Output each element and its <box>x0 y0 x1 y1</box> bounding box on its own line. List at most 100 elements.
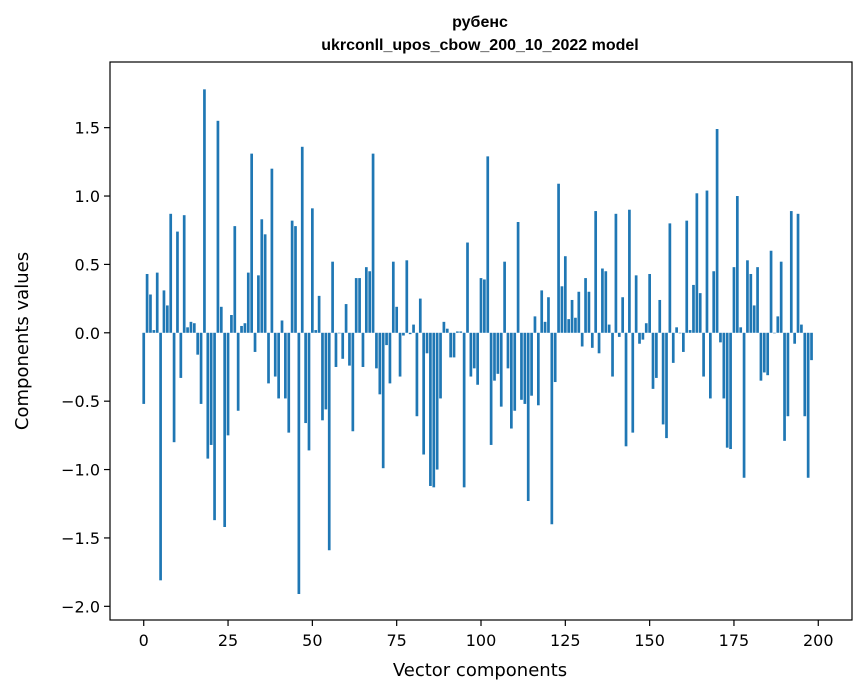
bar <box>459 331 463 333</box>
bar <box>587 291 591 333</box>
bar <box>533 316 537 333</box>
bars-group <box>142 89 813 595</box>
bar <box>149 294 152 333</box>
bar <box>361 332 365 367</box>
bar <box>611 332 614 377</box>
bar <box>233 226 237 333</box>
bar <box>752 305 756 333</box>
bar <box>219 306 223 333</box>
plot-frame <box>109 61 853 621</box>
bar <box>206 332 210 459</box>
bar <box>631 332 635 433</box>
bar <box>553 332 557 383</box>
bar <box>307 332 311 451</box>
bar <box>493 332 496 381</box>
bar <box>216 120 220 333</box>
x-tick-label: 0 <box>139 631 149 650</box>
bar <box>634 275 638 333</box>
bar <box>287 332 291 433</box>
bar <box>324 332 328 410</box>
bar <box>590 332 594 348</box>
bar <box>614 213 618 333</box>
bar <box>199 332 203 404</box>
bar <box>671 332 675 363</box>
bar <box>452 332 456 358</box>
bar <box>651 332 655 389</box>
bar <box>398 332 402 377</box>
bar <box>523 332 527 404</box>
bar <box>145 273 149 333</box>
bar <box>257 275 260 333</box>
y-tick-label: 1.5 <box>75 119 100 138</box>
bar <box>280 320 284 333</box>
bar <box>469 332 473 377</box>
bar <box>567 319 571 333</box>
bar <box>375 332 378 369</box>
bar <box>685 220 689 333</box>
bar <box>648 273 651 333</box>
bar <box>594 211 598 333</box>
bar <box>698 293 702 333</box>
bar <box>165 305 169 333</box>
bar <box>472 332 476 369</box>
bar <box>284 332 287 399</box>
bar <box>462 332 466 488</box>
bar <box>368 271 372 333</box>
bar <box>810 332 813 361</box>
bar <box>422 332 426 455</box>
bar <box>311 208 314 333</box>
bar <box>506 332 510 369</box>
bar <box>769 250 773 333</box>
y-tick-label: 1.0 <box>75 187 100 206</box>
bar <box>192 323 196 333</box>
chart-title: рубенс <box>452 14 508 31</box>
bar <box>344 304 348 333</box>
bar <box>675 327 678 333</box>
bar <box>688 330 692 333</box>
bar <box>735 196 739 333</box>
y-tick-label: −1.5 <box>61 529 100 548</box>
bar <box>429 332 432 486</box>
bar <box>638 332 641 344</box>
bar <box>516 222 520 333</box>
bar <box>806 332 810 478</box>
bar <box>644 323 648 333</box>
bar <box>290 220 294 333</box>
bar <box>327 332 331 551</box>
bar <box>408 332 412 335</box>
bar <box>628 209 631 333</box>
bar <box>570 299 574 333</box>
bar <box>273 332 277 377</box>
bar <box>715 129 719 333</box>
bar <box>574 317 577 333</box>
bar <box>314 330 318 333</box>
bar <box>563 256 567 333</box>
bar <box>304 332 307 424</box>
y-axis-label: Components values <box>12 252 33 430</box>
bar <box>432 332 436 488</box>
bar <box>425 332 429 354</box>
bar <box>378 332 382 395</box>
bar <box>766 332 770 376</box>
bar <box>682 332 685 352</box>
bar <box>213 332 216 521</box>
bar <box>712 271 716 333</box>
bar <box>503 261 506 333</box>
bar <box>530 332 533 396</box>
bar <box>223 332 227 527</box>
bar <box>695 193 699 333</box>
bar <box>783 332 786 441</box>
bar <box>789 211 793 333</box>
bar <box>709 332 712 399</box>
bar <box>439 332 442 399</box>
bar <box>668 223 672 333</box>
bar <box>179 332 183 378</box>
bar <box>779 261 783 333</box>
bar <box>702 332 705 377</box>
x-axis-ticks: 0 25 50 75 100 125 150 175 200 <box>139 620 834 650</box>
chart-subtitle: ukrconll_upos_cbow_200_10_2022 model <box>321 37 638 54</box>
bar <box>496 332 500 374</box>
bar <box>466 242 469 333</box>
bar <box>661 332 665 425</box>
